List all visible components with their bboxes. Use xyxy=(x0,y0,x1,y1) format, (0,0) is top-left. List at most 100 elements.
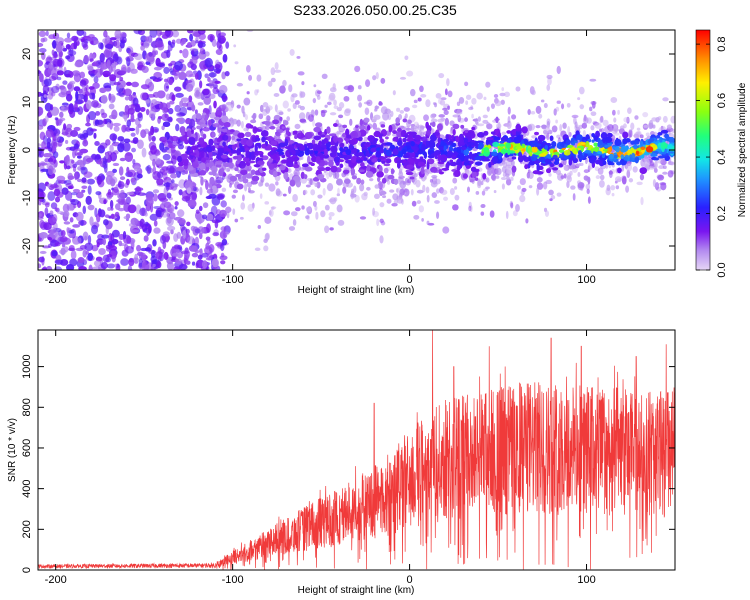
heatmap-cell xyxy=(261,136,266,143)
heatmap-cell xyxy=(201,214,208,220)
heatmap-cell xyxy=(639,167,647,174)
heatmap-cell xyxy=(86,178,95,185)
heatmap-cell xyxy=(65,55,71,60)
heatmap-cell xyxy=(432,102,436,105)
heatmap-cell xyxy=(623,123,627,129)
heatmap-cell xyxy=(236,104,241,109)
heatmap-cell xyxy=(81,39,88,48)
heatmap-cell xyxy=(324,104,328,108)
heatmap-cell xyxy=(288,226,296,231)
heatmap-cell xyxy=(166,204,175,214)
heatmap-cell xyxy=(168,142,173,149)
heatmap-cell xyxy=(466,186,470,193)
heatmap-cell xyxy=(103,87,112,92)
heatmap-cell xyxy=(38,59,44,67)
heatmap-cell xyxy=(231,135,235,141)
heatmap-cell xyxy=(135,125,140,135)
heatmap-cell xyxy=(87,185,92,195)
heatmap-cell xyxy=(205,180,209,190)
heatmap-cell xyxy=(583,169,590,174)
heatmap-cell xyxy=(498,151,502,160)
heatmap-cell xyxy=(47,236,53,241)
heatmap-cell xyxy=(328,211,335,217)
heatmap-cell xyxy=(93,132,97,139)
heatmap-cell xyxy=(359,183,365,192)
heatmap-cell xyxy=(571,114,579,119)
heatmap-cell xyxy=(313,135,322,141)
heatmap-cell xyxy=(566,180,570,189)
heatmap-cell xyxy=(61,102,69,106)
heatmap-cell xyxy=(444,88,448,96)
heatmap-cell xyxy=(126,191,135,196)
heatmap-cell xyxy=(60,105,65,110)
heatmap-cell xyxy=(153,66,162,71)
heatmap-cell xyxy=(185,80,189,84)
heatmap-cell xyxy=(82,139,89,147)
heatmap-cell xyxy=(621,175,627,180)
heatmap-cell xyxy=(556,65,561,75)
heatmap-cell xyxy=(303,189,308,195)
heatmap-cell xyxy=(54,259,64,265)
heatmap-cell xyxy=(365,171,374,178)
heatmap-cell xyxy=(458,96,465,104)
heatmap-cell xyxy=(88,111,97,121)
heatmap-cell xyxy=(541,124,547,130)
heatmap-cell xyxy=(268,210,272,216)
heatmap-cell xyxy=(495,175,500,179)
heatmap-cell xyxy=(148,51,153,57)
heatmap-cell xyxy=(286,116,291,122)
heatmap-cell xyxy=(430,113,436,119)
heatmap-cell xyxy=(510,202,514,209)
heatmap-cell xyxy=(204,57,213,68)
heatmap-cell xyxy=(224,70,230,77)
heatmap-cell xyxy=(50,202,58,210)
heatmap-cell xyxy=(72,224,81,228)
heatmap-cell xyxy=(482,173,487,180)
heatmap-cell xyxy=(194,92,204,99)
heatmap-cell xyxy=(614,128,618,133)
heatmap-cell xyxy=(113,125,120,132)
heatmap-cell xyxy=(413,99,418,104)
heatmap-cell xyxy=(77,257,85,264)
heatmap-cell xyxy=(266,115,271,121)
heatmap-cell xyxy=(471,126,476,131)
heatmap-cell xyxy=(127,265,133,270)
heatmap-cell xyxy=(152,165,157,175)
heatmap-cell xyxy=(57,119,63,124)
heatmap-cell xyxy=(149,213,158,221)
heatmap-cell xyxy=(68,185,75,190)
heatmap-cell xyxy=(430,180,438,188)
heatmap-cell xyxy=(140,106,146,112)
heatmap-cell xyxy=(98,42,104,49)
heatmap-cell xyxy=(167,225,176,232)
heatmap-cell xyxy=(38,199,42,206)
heatmap-cell xyxy=(658,165,665,170)
heatmap-cell xyxy=(585,158,588,165)
heatmap-cell xyxy=(507,115,511,124)
heatmap-cell xyxy=(96,175,103,185)
heatmap-cell xyxy=(121,124,127,133)
heatmap-cell xyxy=(109,144,114,153)
heatmap-cell xyxy=(399,76,407,80)
heatmap-cell xyxy=(545,179,552,185)
heatmap-cell xyxy=(118,200,127,206)
heatmap-cell xyxy=(411,104,418,109)
heatmap-cell xyxy=(662,165,667,170)
heatmap-cell xyxy=(82,31,87,37)
heatmap-cell xyxy=(662,115,668,123)
heatmap-cell xyxy=(468,205,472,212)
heatmap-cell xyxy=(623,116,630,123)
heatmap-cell xyxy=(205,236,211,241)
heatmap-cell xyxy=(342,124,347,128)
heatmap-cell xyxy=(307,111,314,116)
heatmap-cell xyxy=(239,216,244,220)
heatmap-cell xyxy=(544,210,550,217)
heatmap-cell xyxy=(406,70,414,77)
heatmap-cell xyxy=(161,201,166,206)
heatmap-cell xyxy=(438,114,445,118)
heatmap-cell xyxy=(270,206,277,210)
heatmap-cell xyxy=(199,170,207,176)
heatmap-cell xyxy=(38,70,42,74)
heatmap-cell xyxy=(176,231,182,239)
heatmap-cell xyxy=(147,225,152,234)
